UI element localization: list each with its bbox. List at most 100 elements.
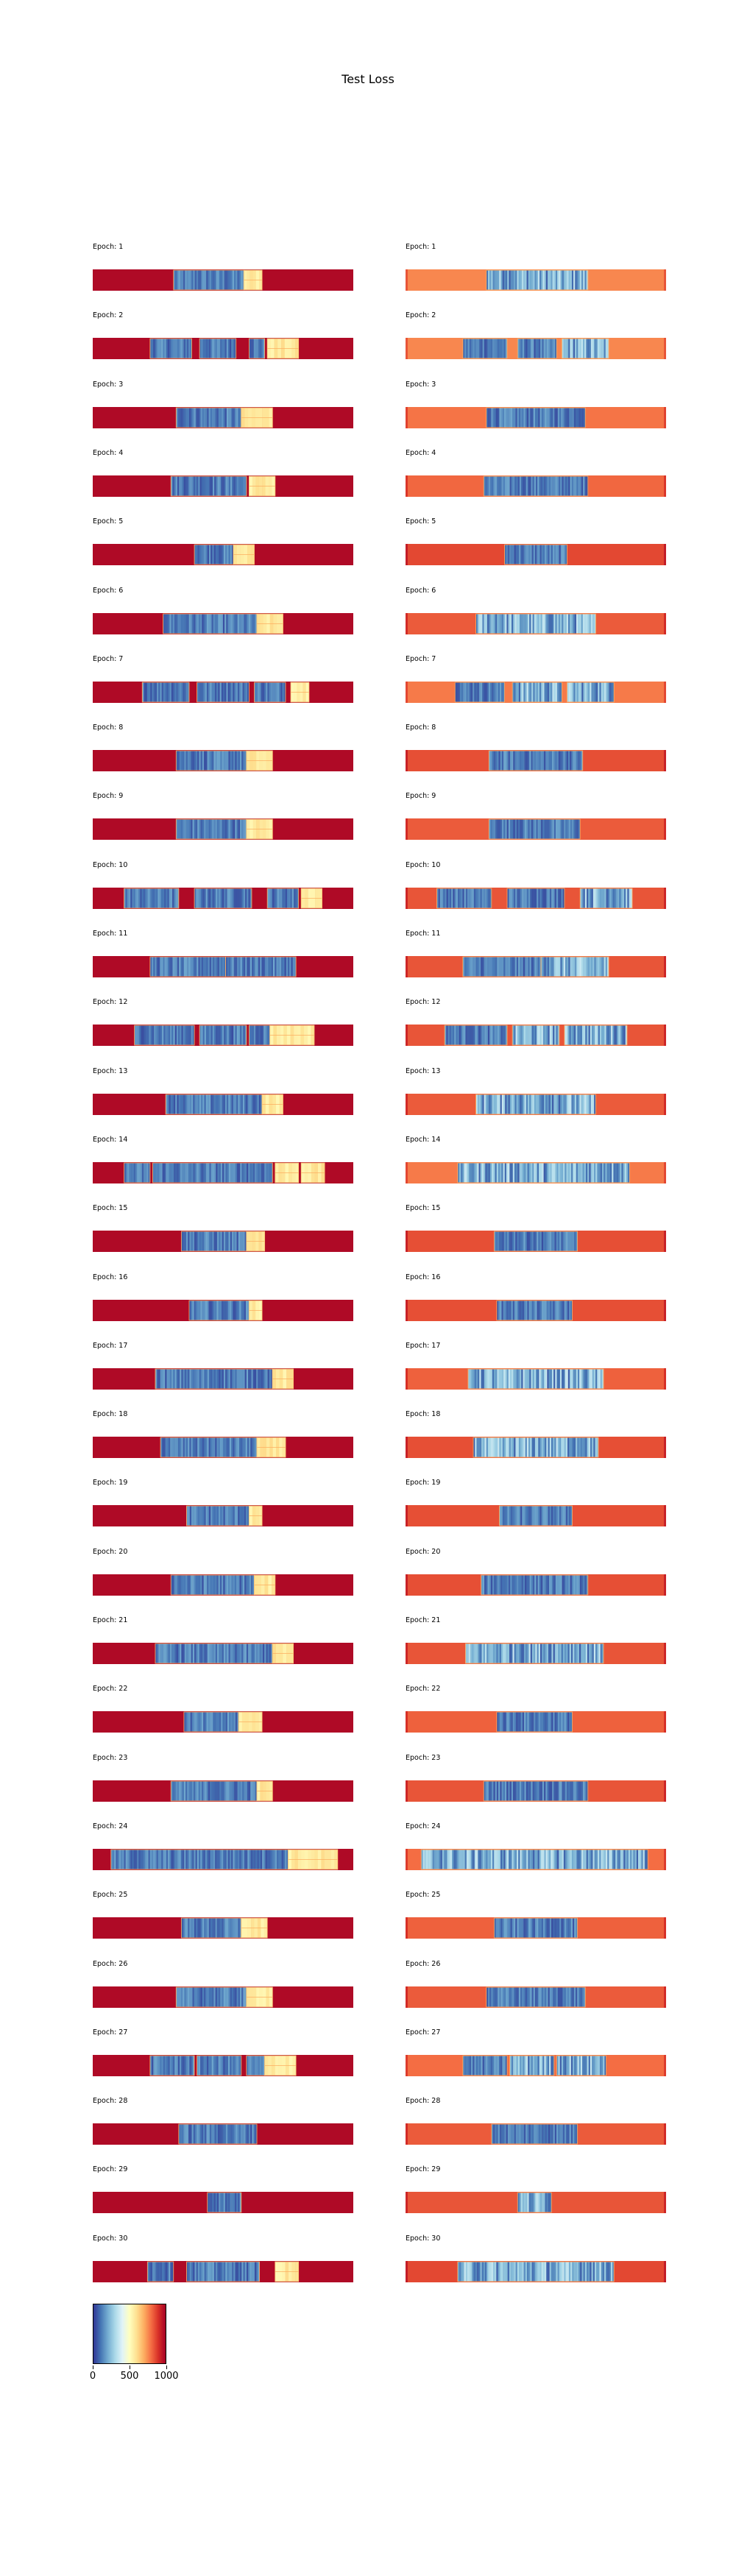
heatmap-cell bbox=[217, 1369, 219, 1389]
heatmap-cell bbox=[591, 682, 593, 702]
heatmap-cell bbox=[230, 270, 233, 290]
heatmap-cell bbox=[526, 819, 528, 839]
heatmap-cell bbox=[599, 1025, 602, 1045]
heatmap-cell bbox=[210, 1987, 213, 2006]
heatmap-cell bbox=[533, 819, 535, 839]
heatmap-cell bbox=[520, 1301, 523, 1320]
heatmap-cell bbox=[545, 1094, 548, 1114]
heatmap-cell bbox=[518, 888, 521, 908]
strip-edge bbox=[406, 1780, 408, 1802]
heatmap-cell bbox=[177, 1094, 179, 1114]
heatmap-cell bbox=[529, 1369, 531, 1389]
heatmap-cell bbox=[548, 270, 550, 290]
heatmap-cell bbox=[561, 1301, 563, 1320]
heatmap-cell bbox=[487, 270, 490, 290]
heatmap-cell bbox=[556, 2124, 559, 2144]
block-outline bbox=[475, 1094, 596, 1114]
heatmap-cell bbox=[130, 1850, 132, 1869]
heatmap-cell bbox=[576, 339, 578, 358]
heatmap-cell bbox=[222, 270, 224, 290]
heatmap-cell bbox=[525, 1987, 528, 2006]
heatmap-cell bbox=[197, 957, 199, 977]
colorbar-tick-label: 1000 bbox=[154, 2371, 179, 2382]
heatmap-cell bbox=[520, 1918, 523, 1938]
heatmap-cell bbox=[233, 1918, 236, 1938]
heatmap-cell bbox=[506, 476, 509, 496]
heatmap-cell bbox=[209, 270, 212, 290]
heatmap-cell bbox=[584, 408, 586, 428]
heatmap-cell bbox=[490, 2056, 493, 2076]
heatmap-cell bbox=[578, 2056, 581, 2076]
heatmap-cell bbox=[578, 614, 580, 633]
heatmap-cell bbox=[538, 1025, 540, 1045]
epoch-label: Epoch: 17 bbox=[406, 1341, 441, 1350]
heatmap-cell bbox=[224, 1301, 227, 1320]
heatmap-cell bbox=[241, 819, 244, 839]
heatmap-cell bbox=[599, 682, 601, 702]
heatmap-cell bbox=[500, 1987, 503, 2006]
heatmap-cell bbox=[193, 476, 196, 496]
heatmap-cell bbox=[546, 1712, 549, 1732]
heatmap-cell bbox=[533, 408, 536, 428]
epoch-label: Epoch: 21 bbox=[406, 1616, 441, 1624]
heatmap-cell bbox=[188, 1231, 190, 1251]
heatmap-cell bbox=[210, 1231, 213, 1251]
heatmap-cell bbox=[574, 1025, 576, 1045]
heatmap-cell bbox=[567, 751, 570, 771]
heatmap-cell bbox=[219, 339, 221, 358]
heatmap-cell bbox=[562, 957, 565, 977]
heatmap-cell bbox=[260, 1025, 263, 1045]
heatmap-cell bbox=[215, 2193, 218, 2212]
heatmap-cell bbox=[491, 1643, 494, 1663]
heatmap-cell bbox=[470, 2262, 473, 2282]
heatmap-cell bbox=[272, 888, 275, 908]
heatmap-cell bbox=[172, 476, 174, 496]
heatmap-cell bbox=[289, 888, 291, 908]
heatmap-cell bbox=[559, 957, 561, 977]
heatmap-cell bbox=[477, 682, 480, 702]
heatmap-cell bbox=[516, 1781, 518, 1801]
heatmap-cell bbox=[222, 1712, 224, 1732]
heatmap-cell bbox=[241, 888, 244, 908]
block-outline bbox=[567, 682, 615, 703]
heatmap-cell bbox=[572, 2262, 574, 2282]
heatmap-cell bbox=[531, 1850, 534, 1869]
heatmap-cell bbox=[592, 2056, 594, 2076]
heatmap-cell bbox=[188, 1301, 191, 1320]
heatmap-cell bbox=[606, 1025, 609, 1045]
heatmap-cell bbox=[542, 1712, 544, 1732]
heatmap-cell bbox=[222, 1231, 224, 1251]
heatmap-cell bbox=[500, 682, 502, 702]
heatmap-cell bbox=[601, 2056, 604, 2076]
heatmap-cell bbox=[497, 1025, 500, 1045]
heatmap-cell bbox=[599, 1850, 601, 1869]
heatmap-cell bbox=[510, 1918, 513, 1938]
heatmap-cell bbox=[588, 2262, 590, 2282]
heatmap-cell bbox=[489, 1437, 492, 1457]
heatmap-cell bbox=[199, 408, 201, 428]
heatmap-cell bbox=[584, 957, 587, 977]
heatmap-cell bbox=[529, 1094, 531, 1114]
heatmap-cell bbox=[237, 270, 239, 290]
heatmap-cell bbox=[498, 339, 501, 358]
heatmap-cell bbox=[583, 2262, 586, 2282]
heatmap-cell bbox=[469, 682, 472, 702]
heatmap-cell bbox=[189, 2262, 192, 2282]
heatmap-cell bbox=[162, 1025, 164, 1045]
heatmap-cell bbox=[272, 1850, 274, 1869]
heatmap-cell bbox=[205, 1712, 207, 1732]
heatmap-cell bbox=[592, 1850, 595, 1869]
heatmap-cell bbox=[166, 2056, 169, 2076]
heatmap-cell bbox=[196, 1094, 199, 1114]
heatmap-cell bbox=[253, 1025, 256, 1045]
heatmap-cell bbox=[275, 1850, 277, 1869]
heatmap-cell bbox=[217, 888, 219, 908]
heatmap-cell bbox=[233, 1643, 236, 1663]
heatmap-cell bbox=[202, 888, 205, 908]
heatmap-cell bbox=[535, 339, 538, 358]
heatmap-cell bbox=[224, 819, 227, 839]
heatmap-cell bbox=[171, 1437, 174, 1457]
heatmap-cell bbox=[515, 1437, 517, 1457]
heatmap-cell bbox=[266, 1643, 268, 1663]
heatmap-cell bbox=[536, 2056, 538, 2076]
